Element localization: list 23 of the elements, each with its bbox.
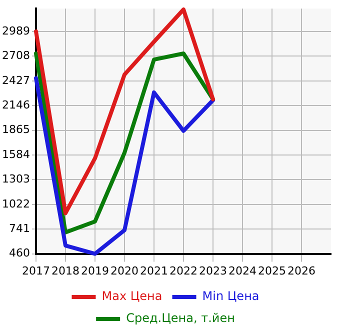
x-tick-label: 2022 [169, 264, 198, 278]
y-tick-label: 1022 [2, 197, 30, 210]
x-tick-label: 2020 [110, 264, 138, 278]
y-tick-label: 741 [8, 222, 30, 235]
y-tick-label: 2708 [2, 49, 30, 62]
x-tick-label: 2021 [140, 264, 168, 278]
x-tick-label: 2019 [80, 264, 109, 278]
y-tick-label: 1303 [2, 172, 30, 186]
y-tick-label: 1584 [2, 148, 30, 161]
x-tick-label: 2017 [22, 264, 50, 278]
x-tick-label: 2024 [228, 264, 256, 278]
x-tick-label: 2023 [199, 264, 227, 278]
y-tick-label: 2989 [2, 24, 30, 38]
legend-label: Min Цена [202, 289, 260, 304]
y-tick-label: 1865 [2, 123, 30, 136]
legend-label: Сред.Цена, т.йен [126, 311, 235, 326]
x-tick-label: 2026 [288, 264, 316, 278]
y-tick-label: 2146 [2, 98, 30, 112]
legend-label: Max Цена [102, 289, 162, 304]
y-tick-label: 460 [8, 246, 30, 260]
x-tick-label: 2018 [51, 264, 80, 278]
x-tick-label: 2025 [258, 264, 286, 278]
y-tick-label: 2427 [2, 74, 30, 87]
